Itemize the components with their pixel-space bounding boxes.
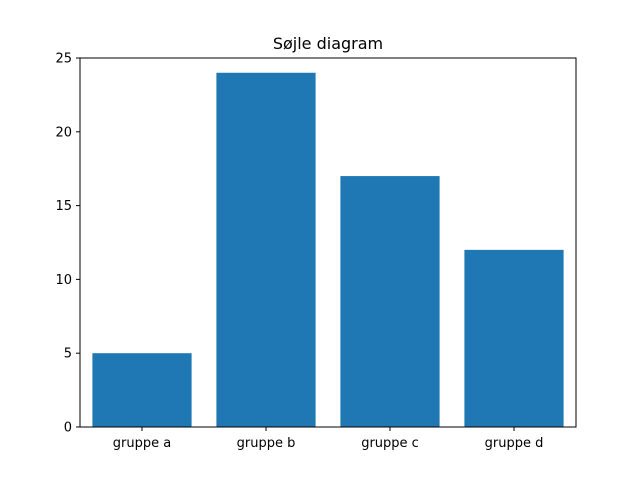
x-tick-label: gruppe b [237,436,296,451]
x-tick-label: gruppe a [113,436,171,451]
bar-gruppe-c [340,176,440,427]
y-tick-label: 5 [64,347,72,362]
y-tick-label: 25 [55,52,72,67]
y-tick-label: 20 [55,125,72,140]
bar-gruppe-b [216,72,316,427]
x-tick-label: gruppe c [361,436,419,451]
y-axis: 0 5 10 15 20 25 [55,52,80,436]
plot-frame [79,57,577,428]
chart-title: Søjle diagram [273,34,383,53]
y-tick-label: 15 [55,199,72,214]
y-tick-label: 10 [55,273,72,288]
x-axis: gruppe a gruppe b gruppe c gruppe d [113,427,544,451]
bars-group [92,72,564,427]
y-tick-label: 0 [64,421,72,436]
x-tick-label: gruppe d [485,436,544,451]
bar-gruppe-d [464,249,564,427]
bar-gruppe-a [92,353,192,427]
